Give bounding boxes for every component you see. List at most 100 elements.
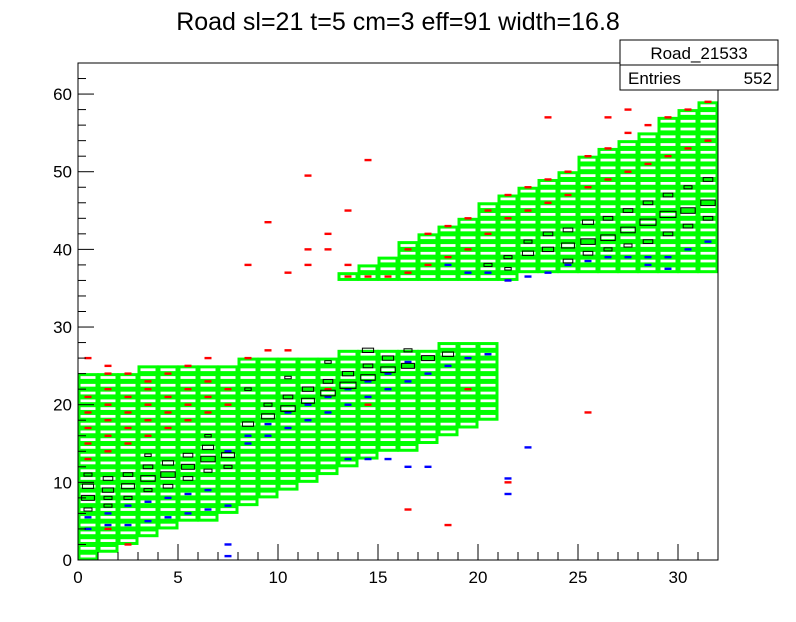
hit-count-box <box>602 215 614 221</box>
hit-count-box <box>161 460 175 466</box>
road-bin <box>197 435 219 445</box>
road-bin <box>77 528 99 538</box>
hit-count-box <box>361 347 375 354</box>
hit-count-box <box>622 208 634 213</box>
road-bin <box>497 272 519 281</box>
road-bin <box>337 349 359 359</box>
road-bin <box>197 427 219 437</box>
y-tick-label: 20 <box>53 396 72 415</box>
blue-hit-mark <box>264 422 272 426</box>
red-hit-mark <box>584 186 592 189</box>
road-layer <box>77 101 719 561</box>
blue-hit-mark <box>584 259 592 263</box>
road-bin <box>137 419 159 429</box>
hit-count-box <box>504 267 512 271</box>
road-bin <box>97 419 119 429</box>
road-bin <box>297 388 319 398</box>
road-bin <box>117 443 139 452</box>
road-bin <box>97 427 119 437</box>
road-bin <box>117 435 139 445</box>
road-bin <box>657 147 679 157</box>
red-hit-mark <box>564 170 572 173</box>
red-hit-mark <box>604 178 612 181</box>
road-bin <box>357 264 379 274</box>
road-bin <box>377 349 399 359</box>
blue-hit-mark <box>144 500 152 503</box>
road-bin <box>537 217 559 227</box>
road-bin <box>77 497 99 507</box>
road-bin <box>97 373 119 382</box>
road-bin <box>557 186 579 196</box>
road-bin <box>557 171 579 180</box>
road-bin <box>217 373 239 382</box>
hit-count-box <box>301 397 315 404</box>
road-bin <box>457 380 479 390</box>
road-bin <box>477 256 499 266</box>
road-bin <box>657 178 679 188</box>
red-hit-mark <box>164 372 172 375</box>
road-bin <box>577 163 599 173</box>
road-bin <box>117 489 139 499</box>
hit-count-box <box>682 223 694 229</box>
road-bin <box>297 380 319 390</box>
hit-count-box <box>324 360 332 364</box>
road-bin <box>97 388 119 398</box>
road-bin <box>457 272 479 281</box>
road-bin <box>617 178 639 188</box>
road-bin <box>417 435 439 445</box>
road-bin <box>337 396 359 406</box>
road-bin <box>617 248 639 258</box>
road-bin <box>657 248 679 258</box>
road-bin <box>197 388 219 398</box>
road-bin <box>397 435 419 445</box>
road-bin <box>597 147 619 157</box>
road-bin <box>197 411 219 421</box>
road-bin <box>677 217 699 227</box>
road-bin <box>357 357 379 367</box>
road-bin <box>237 357 259 367</box>
road-bin <box>177 505 199 514</box>
road-bin <box>317 411 339 421</box>
road-bin <box>577 241 599 250</box>
hit-count-box <box>582 250 594 256</box>
road-bin <box>377 396 399 406</box>
road-bin <box>337 365 359 375</box>
y-tick-label: 40 <box>53 240 72 259</box>
blue-hit-mark <box>644 263 652 267</box>
road-bin <box>77 450 99 460</box>
road-bin <box>97 458 119 468</box>
road-bin <box>137 512 159 522</box>
red-hit-mark <box>444 523 452 527</box>
road-bin <box>237 450 259 460</box>
road-bin <box>97 404 119 413</box>
road-bin <box>577 233 599 243</box>
road-bin <box>457 388 479 398</box>
road-bin <box>197 489 219 499</box>
road-bin <box>277 365 299 375</box>
road-bin <box>477 404 499 413</box>
road-bin <box>357 443 379 452</box>
road-bin <box>217 404 239 413</box>
red-hit-mark <box>144 419 152 422</box>
road-bin <box>517 241 539 250</box>
road-bin <box>657 256 679 266</box>
road-bin <box>397 373 419 382</box>
road-bin <box>97 380 119 390</box>
road-bin <box>597 194 619 204</box>
road-bin <box>257 357 279 367</box>
blue-hit-mark <box>184 492 192 496</box>
road-bin <box>677 264 699 274</box>
hit-count-box <box>680 207 696 214</box>
road-bin <box>577 225 599 235</box>
road-bin <box>237 404 259 413</box>
blue-hit-mark <box>84 527 92 531</box>
road-bin <box>237 411 259 421</box>
road-bin <box>237 435 259 445</box>
red-hit-mark <box>584 411 592 414</box>
road-bin <box>197 474 219 483</box>
road-bin <box>537 241 559 250</box>
road-bin <box>697 233 719 243</box>
road-bin <box>557 225 579 235</box>
road-bin <box>277 388 299 398</box>
road-bin <box>257 380 279 390</box>
